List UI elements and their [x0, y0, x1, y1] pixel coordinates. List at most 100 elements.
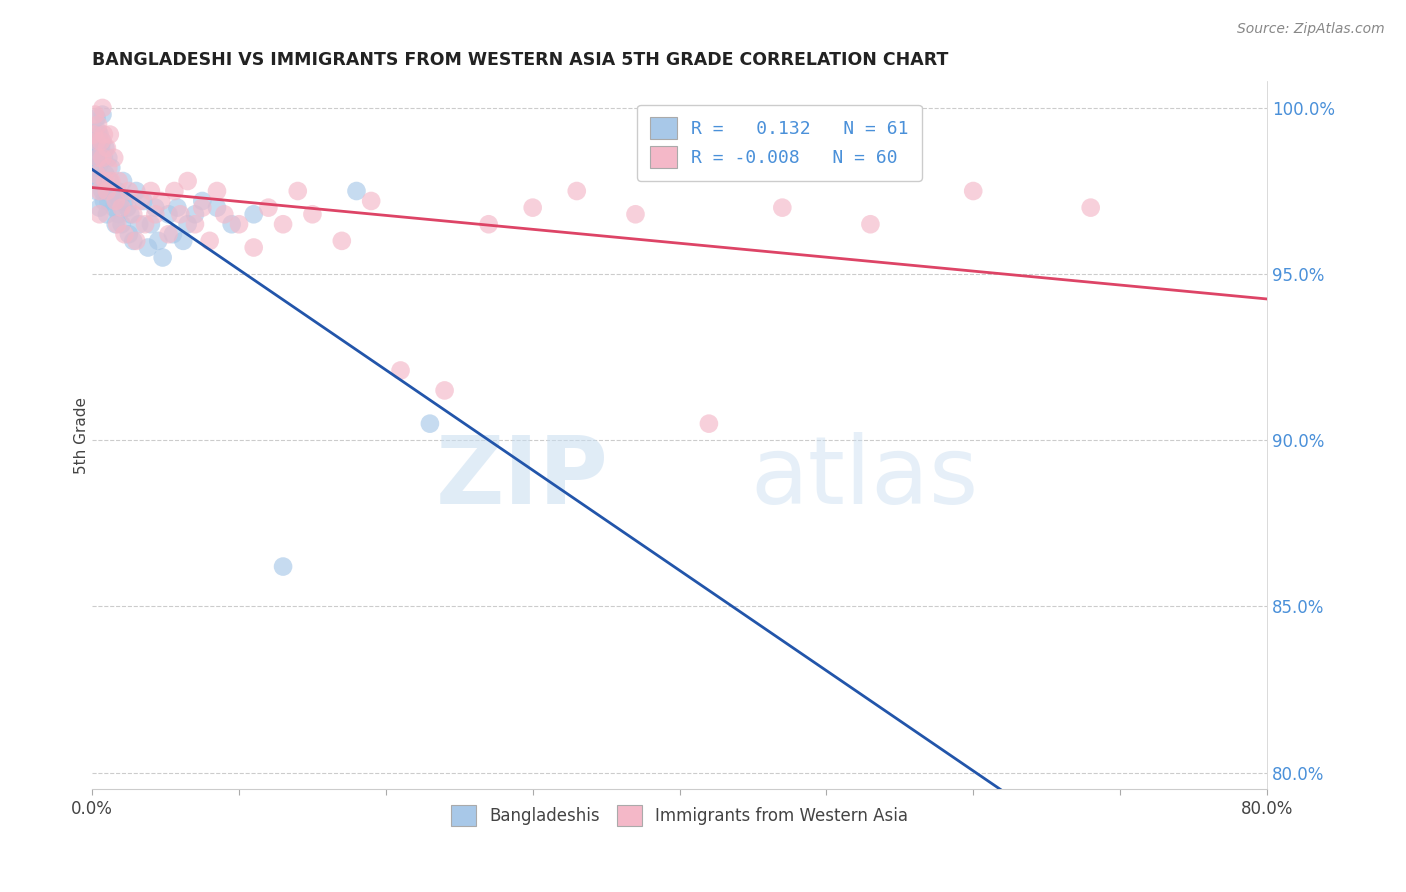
Point: [87, 151, 110, 165]
Point: [132, 194, 155, 208]
Point: [91, 107, 114, 121]
Text: BANGLADESHI VS IMMIGRANTS FROM WESTERN ASIA 5TH GRADE CORRELATION CHART: BANGLADESHI VS IMMIGRANTS FROM WESTERN A…: [93, 51, 949, 69]
Point: [419, 417, 441, 431]
Point: [859, 217, 882, 231]
Point: [91, 134, 114, 148]
Point: [105, 217, 128, 231]
Point: [1080, 201, 1102, 215]
Point: [205, 201, 228, 215]
Point: [120, 207, 142, 221]
Point: [90, 141, 112, 155]
Point: [86, 111, 108, 125]
Point: [221, 217, 243, 231]
Point: [91, 151, 114, 165]
Point: [101, 184, 124, 198]
Point: [107, 174, 129, 188]
Point: [90, 174, 112, 188]
Point: [176, 217, 198, 231]
Point: [98, 128, 121, 142]
Point: [191, 201, 214, 215]
Point: [163, 184, 186, 198]
Point: [143, 201, 166, 215]
Point: [96, 207, 118, 221]
Point: [150, 194, 173, 208]
Point: [105, 184, 128, 198]
Point: [166, 201, 188, 215]
Point: [214, 207, 236, 221]
Point: [90, 134, 112, 148]
Point: [176, 174, 198, 188]
Point: [128, 217, 150, 231]
Point: [111, 174, 134, 188]
Point: [94, 141, 117, 155]
Point: [172, 234, 194, 248]
Point: [84, 107, 107, 121]
Point: [86, 141, 108, 155]
Point: [96, 184, 118, 198]
Point: [565, 184, 588, 198]
Point: [184, 217, 207, 231]
Point: [84, 151, 107, 165]
Point: [110, 201, 132, 215]
Point: [389, 363, 412, 377]
Point: [96, 141, 118, 155]
Point: [86, 168, 108, 182]
Point: [84, 161, 107, 175]
Y-axis label: 5th Grade: 5th Grade: [73, 397, 89, 474]
Point: [91, 101, 114, 115]
Point: [157, 227, 180, 242]
Point: [103, 151, 125, 165]
Point: [205, 184, 228, 198]
Point: [125, 184, 148, 198]
Point: [104, 217, 127, 231]
Point: [143, 207, 166, 221]
Point: [169, 207, 191, 221]
Point: [89, 184, 111, 198]
Point: [87, 124, 110, 138]
Point: [83, 128, 105, 142]
Text: Source: ZipAtlas.com: Source: ZipAtlas.com: [1237, 22, 1385, 37]
Point: [98, 174, 121, 188]
Point: [93, 194, 115, 208]
Point: [91, 184, 114, 198]
Point: [118, 227, 141, 242]
Point: [122, 207, 145, 221]
Point: [110, 217, 132, 231]
Point: [346, 184, 368, 198]
Point: [83, 134, 105, 148]
Point: [271, 217, 294, 231]
Point: [184, 207, 207, 221]
Point: [125, 234, 148, 248]
Point: [242, 207, 264, 221]
Point: [89, 207, 111, 221]
Text: atlas: atlas: [749, 432, 979, 524]
Point: [157, 207, 180, 221]
Point: [242, 240, 264, 254]
Point: [100, 161, 122, 175]
Point: [104, 194, 127, 208]
Point: [152, 251, 174, 265]
Point: [100, 174, 122, 188]
Point: [97, 194, 120, 208]
Point: [94, 174, 117, 188]
Point: [139, 217, 162, 231]
Point: [89, 201, 111, 215]
Point: [330, 234, 353, 248]
Point: [433, 384, 456, 398]
Text: ZIP: ZIP: [436, 432, 609, 524]
Point: [228, 217, 250, 231]
Point: [162, 227, 184, 242]
Point: [360, 194, 382, 208]
Point: [93, 151, 115, 165]
Point: [136, 240, 159, 254]
Point: [107, 207, 129, 221]
Point: [87, 174, 110, 188]
Point: [89, 157, 111, 171]
Point: [198, 234, 221, 248]
Point: [87, 118, 110, 132]
Point: [271, 559, 294, 574]
Point: [624, 207, 647, 221]
Point: [522, 201, 544, 215]
Point: [103, 201, 125, 215]
Point: [257, 201, 280, 215]
